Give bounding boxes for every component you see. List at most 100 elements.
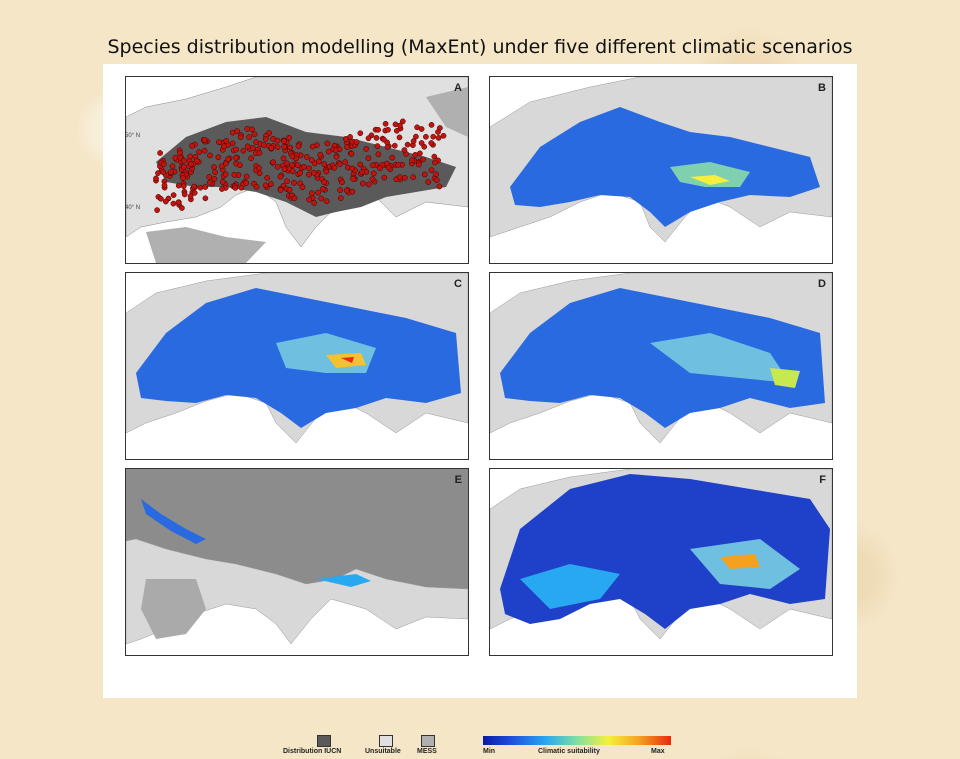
occurrence-dot	[348, 151, 355, 157]
occurrence-dot	[193, 158, 200, 164]
occurrence-dot	[162, 198, 169, 205]
panel-label: D	[818, 278, 826, 290]
suitability-peak	[770, 368, 800, 388]
panel-label: B	[818, 82, 826, 94]
occurrence-dot	[189, 143, 195, 149]
occurrence-dot	[370, 170, 377, 177]
occurrence-dot	[202, 195, 209, 202]
occurrence-dot	[202, 184, 209, 190]
occurrence-dot	[308, 157, 315, 163]
occurrence-dot	[308, 190, 315, 197]
occurrence-dot	[336, 161, 343, 168]
occurrence-dot	[365, 155, 372, 162]
occurrence-dot	[393, 127, 400, 134]
occurrence-dot	[315, 158, 322, 165]
occurrence-dot	[396, 174, 403, 180]
occurrence-dot	[375, 126, 381, 133]
occurrence-dot	[402, 174, 408, 181]
occurrence-dot	[323, 168, 330, 175]
occurrence-dot	[274, 163, 281, 170]
occurrence-dot	[181, 157, 187, 164]
occurrence-dot	[321, 161, 328, 167]
occurrence-dot	[281, 138, 287, 144]
occurrence-dot	[187, 193, 194, 200]
occurrence-dot	[232, 185, 239, 191]
occurrence-dot	[233, 146, 239, 153]
occurrence-dot	[222, 171, 229, 178]
occurrence-dot	[311, 200, 317, 206]
occurrence-dot	[323, 198, 330, 205]
occurrence-dot	[201, 136, 208, 143]
occurrence-dot	[331, 164, 338, 171]
occurrence-dot	[337, 187, 344, 193]
occurrence-dot	[342, 159, 349, 165]
occurrence-dot	[153, 175, 159, 182]
slide-title: Species distribution modelling (MaxEnt) …	[107, 36, 853, 58]
mess-area	[126, 469, 468, 589]
occurrence-dot	[301, 163, 307, 170]
occurrence-dot	[321, 179, 327, 185]
occurrence-dot	[244, 143, 251, 150]
scale-min-label: Min	[483, 748, 496, 755]
map-f-svg	[490, 469, 832, 655]
occurrence-dot	[430, 133, 437, 140]
occurrence-dot	[381, 136, 387, 143]
occurrence-dot	[297, 170, 303, 176]
occurrence-dot	[221, 143, 227, 150]
occurrence-dot	[333, 153, 340, 160]
occurrence-dot	[268, 145, 275, 151]
suitability-peak	[690, 175, 730, 185]
legend-label-unsuitable: Unsuitable	[365, 748, 401, 755]
occurrence-dot	[349, 188, 356, 195]
occurrence-dot	[238, 184, 245, 191]
suitability-peak	[326, 353, 366, 368]
occurrence-dot	[294, 162, 301, 168]
occurrence-dot	[201, 147, 208, 154]
occurrence-dot	[206, 179, 213, 186]
occurrence-dot	[223, 137, 230, 144]
occurrence-dot	[309, 143, 316, 150]
occurrence-dot	[289, 153, 296, 160]
occurrence-dot	[395, 161, 402, 168]
occurrence-dot	[409, 157, 415, 163]
occurrence-dot	[207, 152, 213, 159]
scale-max-label: Max	[651, 748, 665, 755]
map-a-svg	[126, 77, 468, 263]
occurrence-dot	[284, 178, 290, 185]
occurrence-dot	[415, 161, 422, 168]
occurrence-dot	[233, 154, 239, 161]
occurrence-dot	[237, 162, 243, 168]
occurrence-dot	[215, 154, 222, 161]
occurrence-dot	[432, 159, 438, 166]
occurrence-dot	[291, 195, 298, 202]
occurrence-dot	[283, 160, 290, 167]
map-panel-b: B	[489, 76, 833, 264]
mess-area	[426, 87, 468, 137]
occurrence-dot	[440, 132, 447, 139]
legend: Distribution IUCN Unsuitable MESS Min Cl…	[103, 733, 857, 759]
occurrence-dot	[261, 142, 267, 148]
occurrence-dot	[277, 173, 284, 180]
occurrence-dot	[264, 175, 271, 181]
occurrence-dot	[256, 165, 262, 171]
occurrence-dot	[385, 126, 391, 133]
suitability-area	[500, 288, 825, 428]
occurrence-dot	[384, 144, 391, 150]
occurrence-dot	[180, 183, 187, 190]
occurrence-dot	[392, 121, 399, 128]
occurrence-dot	[243, 173, 250, 180]
occurrence-dot	[286, 186, 293, 193]
occurrence-dot	[320, 185, 326, 192]
occurrence-dot	[289, 168, 296, 174]
occurrence-dot	[404, 141, 411, 148]
map-panel-e: E	[125, 468, 469, 656]
occurrence-points	[153, 118, 447, 213]
occurrence-dot	[179, 205, 185, 211]
suitability-mid	[650, 333, 790, 383]
occurrence-dot	[167, 169, 174, 175]
occurrence-dot	[246, 134, 252, 140]
occurrence-dot	[262, 182, 269, 189]
occurrence-dot	[375, 151, 382, 158]
occurrence-dot	[311, 169, 317, 176]
occurrence-dot	[243, 180, 250, 186]
